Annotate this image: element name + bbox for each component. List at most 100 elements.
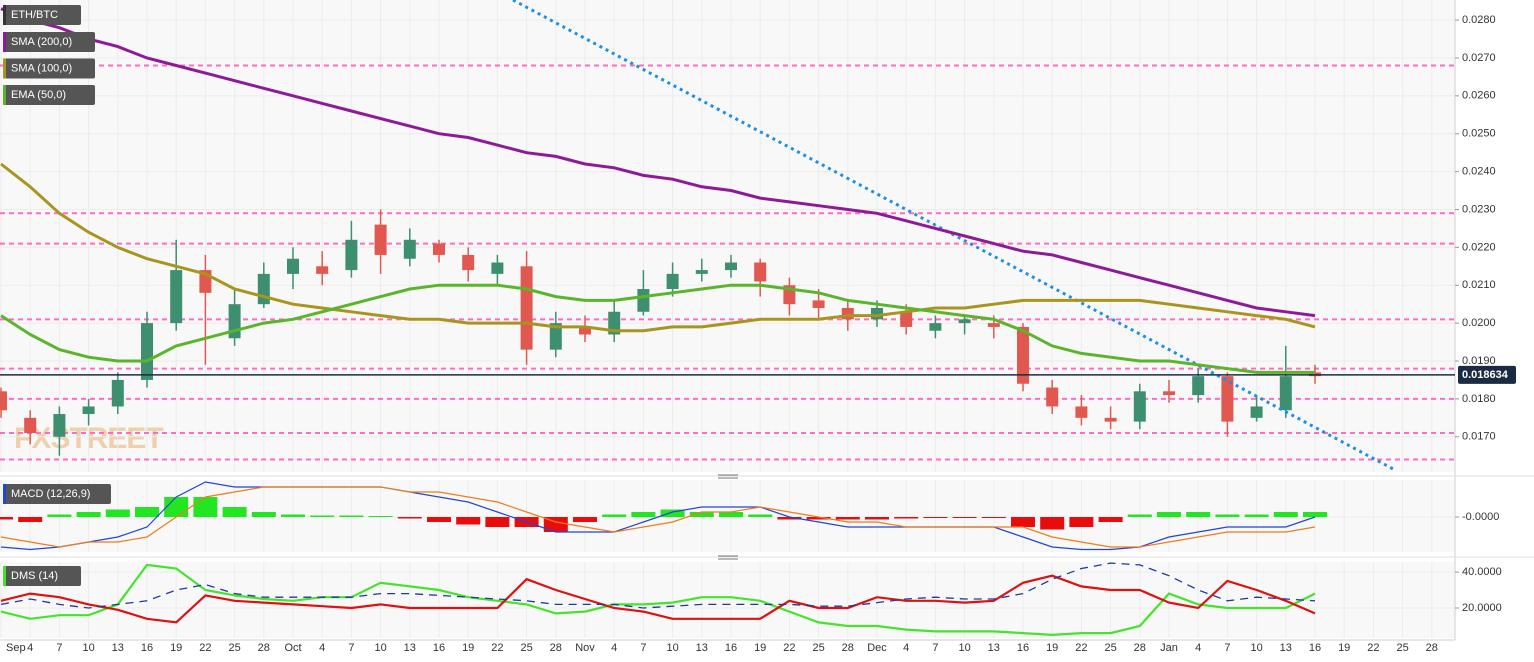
legend-swatch bbox=[3, 85, 6, 105]
histogram-bar bbox=[397, 517, 422, 519]
legend-swatch bbox=[3, 58, 6, 79]
x-tick-label: Nov bbox=[575, 642, 595, 654]
macd-line bbox=[0, 481, 1316, 551]
histogram-bar bbox=[1157, 512, 1181, 517]
legend-label: DMS (14) bbox=[11, 570, 58, 582]
x-tick-label: 25 bbox=[1104, 642, 1116, 654]
histogram-bar bbox=[689, 512, 714, 517]
candle-body bbox=[579, 326, 591, 335]
candle-body bbox=[287, 258, 299, 274]
x-tick-label: 10 bbox=[82, 642, 94, 654]
histogram-bar bbox=[865, 517, 889, 520]
x-tick-label: 10 bbox=[1250, 642, 1262, 654]
histogram-bar bbox=[251, 512, 276, 517]
x-tick-label: 28 bbox=[1426, 642, 1438, 654]
y-tick-label: -0.0000 bbox=[1462, 511, 1499, 523]
legend-label: SMA (200,0) bbox=[11, 36, 72, 48]
legend-box bbox=[3, 484, 111, 504]
x-tick-label: 13 bbox=[696, 642, 708, 654]
x-tick-label: 19 bbox=[170, 642, 182, 654]
x-tick-label: 7 bbox=[348, 642, 354, 654]
y-tick-label: 0.0190 bbox=[1462, 355, 1496, 367]
y-tick-label: 20.0000 bbox=[1462, 602, 1502, 614]
x-tick-label: 7 bbox=[1224, 642, 1230, 654]
x-tick-label: 19 bbox=[1046, 642, 1058, 654]
candle-body bbox=[1017, 326, 1029, 384]
candle-body bbox=[53, 414, 66, 437]
x-tick-label: 16 bbox=[725, 642, 737, 654]
candle-body bbox=[462, 254, 475, 271]
x-tick-label: 13 bbox=[112, 642, 124, 654]
x-tick-label: 22 bbox=[1367, 642, 1379, 654]
ma-line bbox=[0, 7, 1316, 318]
y-tick-label: 0.0170 bbox=[1462, 431, 1496, 443]
candle-body bbox=[403, 239, 416, 259]
x-tick-label: 22 bbox=[199, 642, 211, 654]
x-tick-label: 22 bbox=[491, 642, 503, 654]
candle-body bbox=[812, 300, 825, 308]
histogram-bar bbox=[1215, 514, 1240, 517]
x-tick-label: 4 bbox=[611, 642, 617, 654]
histogram-bar bbox=[719, 512, 743, 517]
candle-body bbox=[24, 417, 37, 433]
x-tick-label: 10 bbox=[958, 642, 970, 654]
candle-body bbox=[725, 262, 737, 271]
candle-body bbox=[1075, 406, 1088, 418]
candle-body bbox=[345, 239, 358, 271]
candle-body bbox=[666, 273, 679, 290]
y-tick-label: 40.0000 bbox=[1462, 566, 1502, 578]
candle-body bbox=[1046, 387, 1059, 407]
histogram-bar bbox=[1069, 517, 1094, 527]
candle-body bbox=[1279, 376, 1292, 411]
histogram-bar bbox=[777, 517, 802, 520]
panel-handle[interactable] bbox=[0, 474, 1534, 479]
candle-body bbox=[433, 243, 445, 255]
x-tick-label: Jan bbox=[1160, 642, 1178, 654]
candle-body bbox=[111, 379, 124, 407]
histogram-bar bbox=[573, 517, 597, 522]
x-tick-label: 13 bbox=[1280, 642, 1292, 654]
y-tick-label: 0.0260 bbox=[1462, 90, 1496, 102]
histogram-bar bbox=[660, 509, 685, 517]
histogram-bar bbox=[1127, 514, 1152, 517]
x-tick-label: 16 bbox=[141, 642, 153, 654]
dms-line bbox=[0, 563, 1316, 637]
x-tick-label: 25 bbox=[228, 642, 240, 654]
candle-body bbox=[637, 289, 650, 312]
histogram-bar bbox=[923, 517, 948, 518]
x-tick-label: 28 bbox=[842, 642, 854, 654]
histogram-bar bbox=[18, 517, 43, 522]
x-tick-label: 25 bbox=[812, 642, 824, 654]
histogram-bar bbox=[222, 507, 247, 517]
x-tick-label: 19 bbox=[754, 642, 766, 654]
x-tick-label: 10 bbox=[374, 642, 386, 654]
legend-label: SMA (100,0) bbox=[11, 62, 72, 74]
watermark: FXSTREET bbox=[14, 422, 163, 455]
histogram-bar bbox=[485, 517, 510, 527]
candle-body bbox=[1163, 391, 1175, 396]
legend-swatch bbox=[3, 5, 6, 25]
histogram-bar bbox=[1040, 517, 1065, 530]
x-tick-label: 28 bbox=[1134, 642, 1146, 654]
ma-line bbox=[0, 162, 1316, 333]
candle-body bbox=[1221, 376, 1234, 422]
histogram-bar bbox=[281, 514, 305, 517]
main-panel bbox=[0, 0, 1455, 472]
x-tick-label: 7 bbox=[932, 642, 938, 654]
histogram-bar bbox=[135, 507, 159, 517]
x-tick-label: Oct bbox=[284, 642, 301, 654]
x-tick-label: 7 bbox=[640, 642, 646, 654]
x-tick-label: 16 bbox=[433, 642, 445, 654]
panel-handle[interactable] bbox=[0, 555, 1534, 560]
candle-body bbox=[0, 391, 7, 411]
dms-panel bbox=[0, 562, 1455, 638]
histogram-bar bbox=[1011, 517, 1035, 527]
legend-box bbox=[3, 85, 95, 105]
candle-body bbox=[1250, 406, 1263, 418]
histogram-bar bbox=[806, 517, 831, 520]
x-tick-label: 13 bbox=[404, 642, 416, 654]
y-tick-label: 0.0270 bbox=[1462, 52, 1496, 64]
y-tick-label: 0.0220 bbox=[1462, 241, 1496, 253]
candle-body bbox=[929, 323, 942, 331]
